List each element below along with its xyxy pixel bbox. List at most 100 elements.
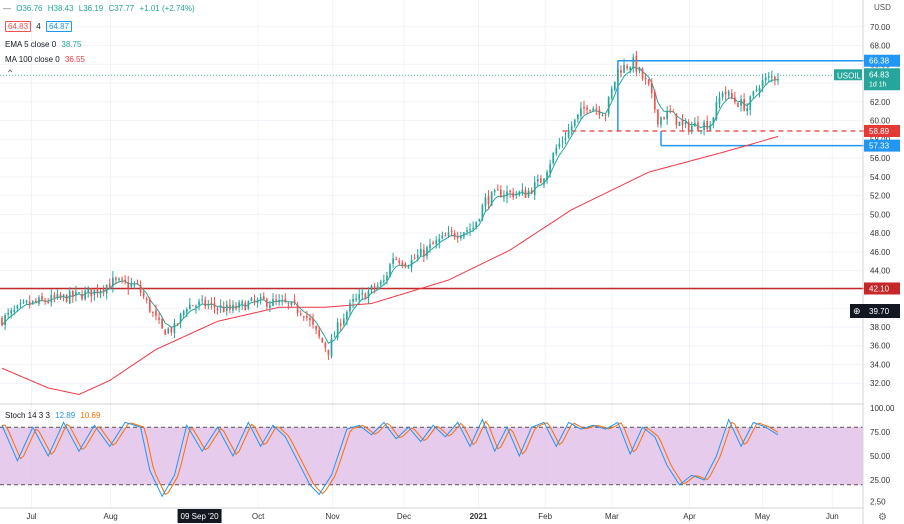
candle-body	[31, 300, 34, 304]
candle-body	[450, 230, 453, 233]
stoch-legend[interactable]: Stoch 14 3 3 12.89 10.69	[5, 411, 103, 420]
stoch-band	[0, 427, 863, 485]
candle-body	[570, 126, 573, 131]
candle-body	[469, 229, 471, 231]
candle-body	[398, 260, 401, 264]
candle-body	[669, 110, 672, 112]
candle-body	[500, 190, 502, 198]
candle-body	[389, 264, 391, 277]
candle-body	[743, 99, 745, 111]
candle-body	[484, 197, 487, 206]
candle-body	[740, 99, 742, 106]
candle-body	[478, 219, 481, 221]
price-tick-label: 56.00	[870, 154, 891, 163]
candle-body	[426, 247, 428, 257]
time-crosshair-label: 09 Sep '20	[181, 512, 220, 521]
price-tick-label: 60.00	[870, 117, 891, 126]
candle-body	[764, 77, 767, 81]
candle-body	[592, 108, 595, 112]
ask-button[interactable]: 64.87	[45, 21, 72, 32]
candle-body	[1, 317, 3, 326]
candle-body	[576, 114, 579, 120]
dashed-level-tag-label: 58.89	[869, 127, 890, 136]
ema-value: 38.75	[61, 40, 82, 49]
candle-body	[4, 314, 6, 325]
candle-body	[364, 293, 367, 300]
candle-body	[653, 91, 656, 110]
candle-body	[718, 97, 721, 104]
candle-body	[201, 299, 204, 301]
candle-body	[774, 76, 776, 80]
candle-body	[712, 117, 715, 125]
candle-body	[761, 79, 764, 87]
candle-body	[327, 349, 330, 355]
ohlc-legend: — O36.76 H38.43 L36.19 C37.77 +1.01 (+2.…	[3, 4, 198, 13]
candle-body	[253, 299, 256, 302]
candle-body	[552, 153, 555, 163]
candle-body	[407, 267, 410, 269]
dashed-level-tag	[864, 124, 900, 137]
ma-legend[interactable]: MA 100 close 0 36.55	[5, 55, 88, 64]
candle-body	[173, 323, 176, 333]
candle-body	[632, 57, 635, 69]
candle-body	[102, 289, 105, 292]
ema-legend[interactable]: EMA 5 close 0 38.75	[5, 40, 84, 49]
candle-body	[607, 97, 610, 115]
chart-grid	[0, 0, 863, 508]
candle-body	[161, 318, 163, 329]
candle-body	[216, 308, 219, 310]
ma-value: 36.55	[64, 55, 85, 64]
candle-body	[475, 221, 478, 228]
candle-body	[558, 143, 561, 147]
candle-body	[432, 242, 434, 245]
candle-body	[549, 164, 551, 174]
candle-body	[192, 305, 194, 307]
candle-body	[25, 300, 28, 303]
candle-body	[392, 258, 394, 264]
candle-body	[53, 295, 56, 298]
price-tick-label: 34.00	[870, 360, 891, 369]
candle-body	[315, 325, 317, 330]
candle-body	[555, 148, 558, 154]
last-price-tag	[864, 68, 900, 91]
crosshair-price-tag	[850, 304, 900, 319]
candle-body	[376, 285, 379, 289]
candle-body	[687, 122, 690, 132]
timeframe-tag-label: 1d 1h	[869, 81, 887, 88]
resistance-tag	[864, 54, 900, 67]
red-line-tag-label: 42.10	[869, 284, 890, 293]
time-tick-label: Jun	[826, 512, 839, 521]
candle-body	[493, 190, 496, 193]
candle-body	[666, 111, 668, 120]
candle-body	[333, 336, 336, 338]
candle-body	[675, 113, 678, 125]
candle-body	[87, 288, 90, 292]
candle-body	[272, 299, 274, 306]
candle-body	[416, 255, 419, 258]
collapse-legend-icon[interactable]: ⌃	[6, 69, 15, 80]
candle-body	[386, 275, 388, 281]
candle-body	[382, 280, 385, 282]
candle-body	[503, 195, 505, 198]
ohlc-close: C37.77	[108, 4, 135, 13]
bid-button[interactable]: 64.83	[5, 21, 32, 32]
legend-menu-icon[interactable]: —	[3, 4, 11, 13]
candle-body	[512, 192, 515, 198]
price-tick-label: 32.00	[870, 379, 891, 388]
candle-body	[727, 91, 730, 96]
support-tag	[864, 139, 900, 152]
candle-body	[617, 68, 619, 82]
candle-body	[130, 283, 133, 287]
candle-body	[638, 67, 641, 71]
candle-body	[284, 298, 287, 302]
candle-body	[697, 122, 699, 131]
candle-body	[724, 91, 727, 95]
candle-body	[41, 295, 43, 300]
candle-body	[456, 236, 459, 238]
candle-body	[767, 76, 770, 78]
red-line-tag	[864, 282, 900, 295]
ohlc-change: +1.01 (+2.74%)	[139, 4, 195, 13]
candle-body	[312, 318, 314, 325]
candle-body	[210, 302, 213, 304]
